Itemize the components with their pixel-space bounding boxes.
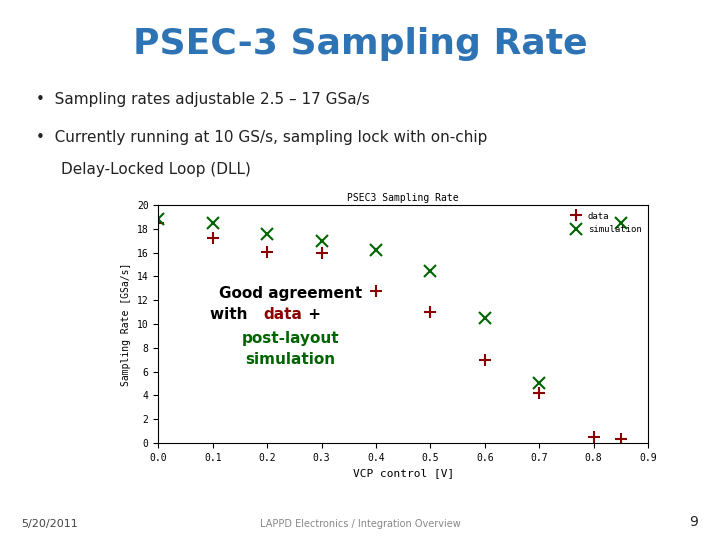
Text: 9: 9 (690, 515, 698, 529)
simulation (616, 220, 625, 226)
data (616, 436, 625, 442)
Text: •  Currently running at 10 GS/s, sampling lock with on-chip: • Currently running at 10 GS/s, sampling… (36, 130, 487, 145)
data (426, 309, 435, 315)
Title: PSEC3 Sampling Rate: PSEC3 Sampling Rate (347, 193, 459, 203)
Text: with: with (210, 307, 253, 322)
Text: PSEC-3 Sampling Rate: PSEC-3 Sampling Rate (132, 27, 588, 61)
data (535, 390, 544, 396)
simulation (209, 220, 217, 226)
data (480, 356, 489, 363)
Legend: data, simulation: data, simulation (565, 210, 644, 236)
Line: data: data (152, 217, 627, 446)
simulation (535, 380, 544, 387)
Text: Good agreement: Good agreement (219, 286, 362, 301)
simulation (372, 247, 380, 254)
Text: Delay-Locked Loop (DLL): Delay-Locked Loop (DLL) (61, 162, 251, 177)
data (372, 287, 380, 294)
simulation (154, 216, 163, 222)
Text: post-layout: post-layout (242, 331, 339, 346)
simulation (480, 315, 489, 321)
Text: data: data (264, 307, 302, 322)
data (154, 220, 163, 226)
data (263, 248, 271, 255)
simulation (263, 231, 271, 237)
Text: LAPPD Electronics / Integration Overview: LAPPD Electronics / Integration Overview (260, 519, 460, 529)
simulation (426, 267, 435, 274)
Text: +: + (303, 307, 321, 322)
data (209, 235, 217, 242)
Line: simulation: simulation (152, 213, 627, 390)
Y-axis label: Sampling Rate [GSa/s]: Sampling Rate [GSa/s] (122, 262, 131, 386)
data (589, 434, 598, 440)
data (318, 249, 326, 256)
Text: simulation: simulation (246, 352, 336, 367)
X-axis label: VCP control [V]: VCP control [V] (353, 468, 454, 478)
simulation (318, 238, 326, 244)
Text: 5/20/2011: 5/20/2011 (22, 519, 78, 529)
Text: •  Sampling rates adjustable 2.5 – 17 GSa/s: • Sampling rates adjustable 2.5 – 17 GSa… (36, 92, 370, 107)
